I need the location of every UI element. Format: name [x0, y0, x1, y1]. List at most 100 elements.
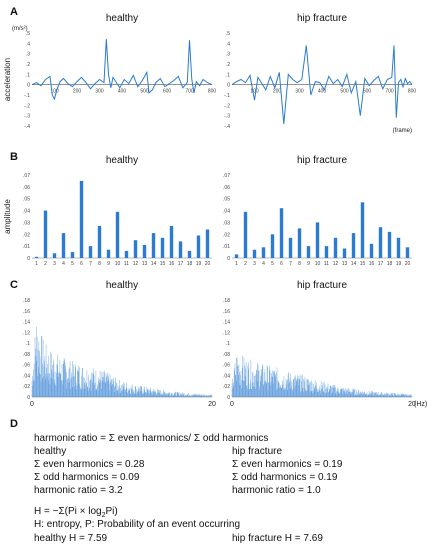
x-tick-label: 300	[295, 89, 304, 95]
y-tick-label: 0	[227, 395, 230, 401]
bar-harmonic-10	[315, 222, 320, 258]
bar-harmonic-11	[324, 246, 329, 258]
bar-harmonic-5	[270, 234, 275, 258]
x-tick-label: 15	[360, 261, 366, 267]
y-tick-label: .1	[226, 341, 230, 347]
bar-harmonic-17	[378, 227, 383, 258]
y-tick-label: .4	[26, 41, 30, 47]
y-tick-label: .12	[23, 330, 30, 336]
acceleration-series-line	[231, 45, 413, 124]
x-tick-label: 13	[342, 261, 348, 267]
x-tick-label: 400	[118, 89, 127, 95]
y-tick-label: .14	[23, 320, 30, 326]
y-tick-label: .05	[23, 197, 30, 203]
hip-fracture-label: hip fracture	[232, 446, 283, 457]
x-tick-label: 200	[73, 89, 82, 95]
y-tick-label: .02	[23, 384, 30, 390]
x-axis-unit: (frame)	[393, 128, 412, 134]
y-tick-label: .01	[223, 244, 230, 250]
bar-harmonic-12	[333, 237, 338, 258]
y-tick-label: -.2	[224, 103, 230, 109]
y-tick-label: .16	[223, 309, 230, 315]
x-tick-label: 500	[140, 89, 149, 95]
bar-harmonic-15	[360, 202, 365, 258]
y-tick-label: .06	[223, 363, 230, 369]
x-tick-label: 9	[307, 261, 310, 267]
y-tick-label: .1	[26, 72, 30, 78]
x-tick-label: 1	[35, 261, 38, 267]
y-tick-label: .06	[223, 185, 230, 191]
x-tick-label: 300	[95, 89, 104, 95]
acceleration-series-line	[31, 39, 213, 101]
y-tick-label: .04	[23, 209, 30, 215]
x-tick-label: 0	[30, 401, 34, 408]
x-tick-label: 20	[205, 261, 211, 267]
healthy-harmonic-ratio: harmonic ratio = 3.2	[34, 485, 123, 496]
bar-harmonic-13	[342, 248, 347, 258]
y-tick-label: 0	[27, 83, 30, 89]
y-tick-label: .02	[223, 232, 230, 238]
bar-harmonic-8	[297, 228, 302, 258]
bar-harmonic-2	[243, 211, 248, 258]
x-tick-label: 600	[363, 89, 372, 95]
x-tick-label: 2	[244, 261, 247, 267]
bar-harmonic-16	[169, 226, 174, 258]
x-tick-label: 3	[253, 261, 256, 267]
x-tick-label: 10	[315, 261, 321, 267]
x-tick-label: 13	[142, 261, 148, 267]
bar-harmonic-1	[234, 254, 239, 258]
y-tick-label: -.4	[224, 124, 230, 130]
x-tick-label: 12	[333, 261, 339, 267]
bar-harmonic-3	[252, 249, 257, 258]
y-tick-label: .5	[26, 31, 30, 37]
y-tick-label: -.2	[24, 103, 30, 109]
y-tick-label: -.1	[224, 93, 230, 99]
x-tick-label: 20	[408, 401, 416, 408]
x-tick-label: 5	[271, 261, 274, 267]
healthy-odd-harmonics: Σ odd harmonics = 0.09	[34, 472, 140, 483]
x-tick-label: 8	[98, 261, 101, 267]
y-tick-label: .08	[23, 352, 30, 358]
bar-harmonic-12	[133, 240, 138, 258]
entropy-formula-part-b: Pi)	[105, 506, 118, 517]
x-tick-label: 18	[387, 261, 393, 267]
y-tick-label: 0	[27, 256, 30, 262]
bar-harmonic-4	[261, 247, 266, 258]
y-tick-label: .02	[223, 384, 230, 390]
x-tick-label: 6	[280, 261, 283, 267]
x-tick-label: 2	[44, 261, 47, 267]
x-tick-label: 17	[378, 261, 384, 267]
x-tick-label: 19	[396, 261, 402, 267]
x-tick-label: 500	[340, 89, 349, 95]
y-tick-label: .07	[223, 173, 230, 179]
y-tick-label: .3	[26, 52, 30, 58]
x-tick-label: 14	[151, 261, 157, 267]
entropy-legend: H: entropy, P: Probability of an event o…	[34, 519, 241, 530]
y-tick-label: 0	[27, 395, 30, 401]
healthy-even-harmonics: Σ even harmonics = 0.28	[34, 459, 145, 470]
bar-harmonic-17	[178, 241, 183, 258]
y-tick-label: .06	[23, 363, 30, 369]
bar-harmonic-2	[43, 210, 48, 258]
bar-harmonic-11	[124, 250, 129, 258]
bar-harmonic-13	[142, 245, 147, 258]
bar-harmonic-19	[396, 237, 401, 258]
bar-harmonic-19	[196, 235, 201, 258]
x-tick-label: 4	[62, 261, 65, 267]
bar-harmonic-4	[61, 233, 66, 258]
y-tick-label: .04	[223, 373, 230, 379]
bar-harmonic-16	[369, 243, 374, 258]
x-tick-label: 0	[230, 401, 234, 408]
x-tick-label: 1	[235, 261, 238, 267]
y-tick-label: .18	[223, 298, 230, 304]
bar-harmonic-7	[88, 246, 93, 258]
bar-harmonic-14	[151, 233, 156, 258]
y-tick-label: .04	[23, 373, 30, 379]
spectrum-series	[31, 326, 213, 397]
y-tick-label: .01	[23, 244, 30, 250]
y-axis-label: acceleration	[3, 58, 12, 101]
bar-harmonic-15	[160, 237, 165, 258]
x-tick-label: 200	[273, 89, 282, 95]
x-tick-label: 100	[250, 89, 259, 95]
bar-harmonic-9	[106, 249, 111, 258]
